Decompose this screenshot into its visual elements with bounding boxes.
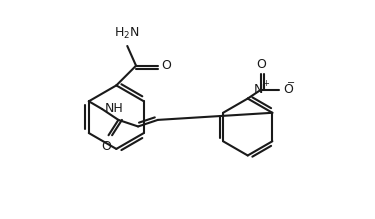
Text: N: N — [254, 83, 263, 96]
Text: +: + — [262, 79, 270, 88]
Text: O: O — [256, 58, 266, 71]
Text: H$_2$N: H$_2$N — [114, 25, 140, 41]
Text: O: O — [101, 140, 111, 153]
Text: O: O — [283, 83, 292, 96]
Text: NH: NH — [105, 102, 124, 115]
Text: O: O — [161, 59, 171, 72]
Text: −: − — [287, 78, 296, 88]
